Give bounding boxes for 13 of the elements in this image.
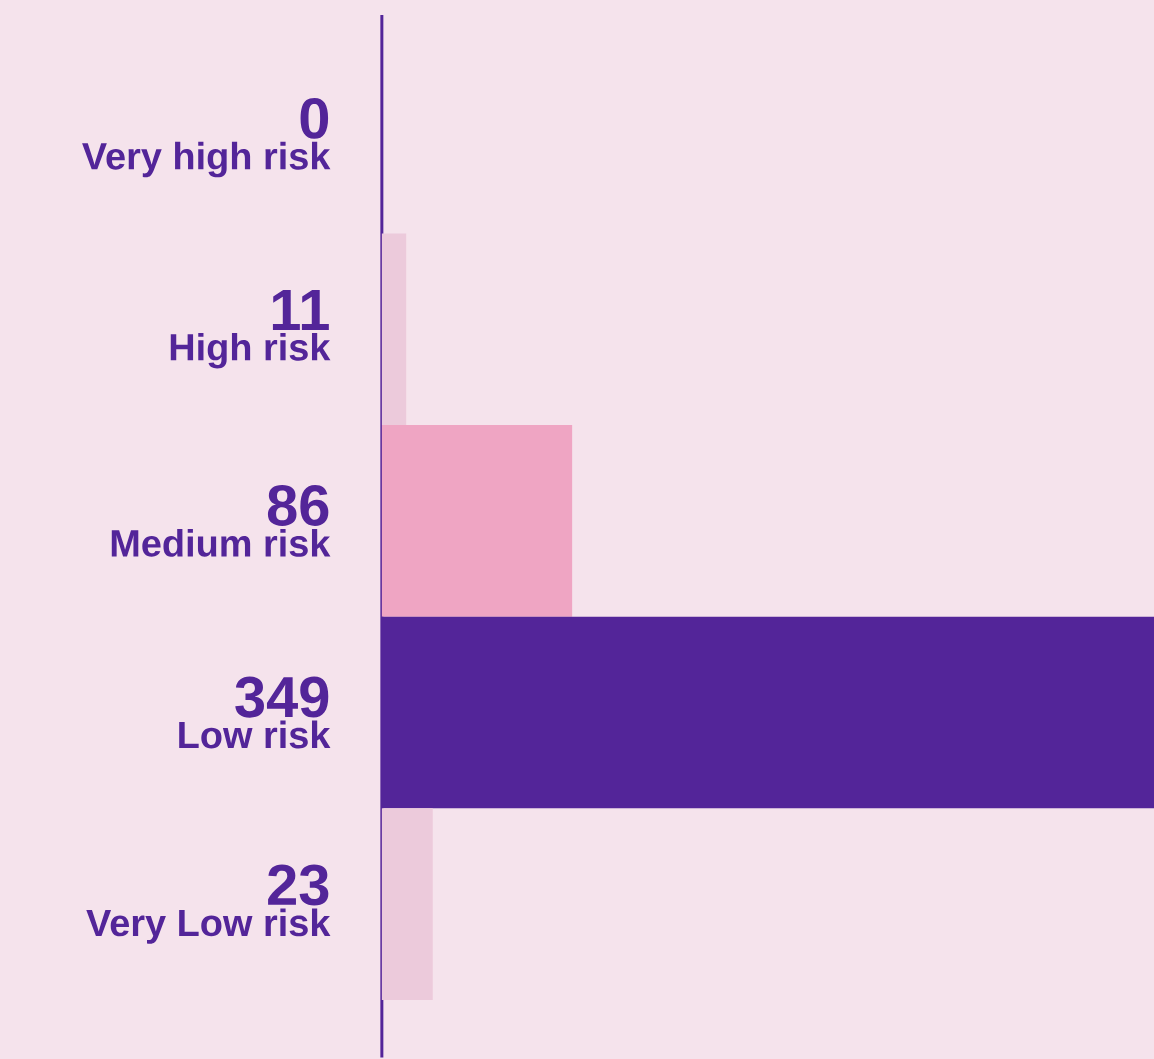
y-tick-label: Very high risk: [82, 141, 331, 178]
y-tick-label: High risk: [170, 332, 331, 369]
bar: [381, 424, 573, 617]
bar: [381, 233, 407, 425]
bar: [381, 808, 433, 1000]
data-label: 0: [300, 97, 329, 139]
data-label: 11: [272, 289, 329, 330]
data-label: 23: [268, 864, 329, 906]
y-tick-label: Low risk: [179, 720, 331, 749]
y-tick-label: Medium risk: [111, 528, 331, 557]
data-label: 349: [235, 676, 329, 718]
data-label: 86: [267, 484, 329, 526]
y-tick-label: Very Low risk: [86, 908, 331, 944]
